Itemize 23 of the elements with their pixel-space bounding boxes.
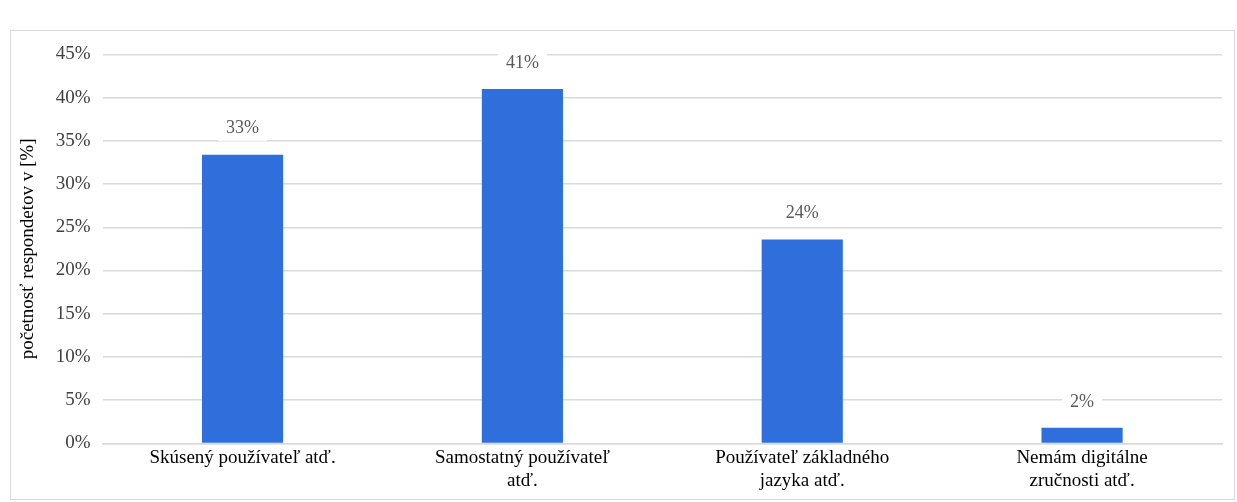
y-tick-label: 45%	[55, 42, 91, 64]
bar	[201, 154, 284, 443]
x-tick-label: Používateľ základného jazyka atď.	[715, 445, 890, 490]
bar	[761, 239, 843, 443]
x-tick-label: Skúsený používateľ atď.	[149, 445, 336, 467]
data-label: 41%	[505, 51, 539, 72]
y-tick-label: 15%	[55, 301, 91, 323]
y-tick-label: 5%	[65, 388, 91, 410]
y-tick-label: 10%	[55, 344, 91, 366]
x-tick-label: Nemám digitálne zručnosti atď.	[1016, 445, 1148, 490]
y-tick-label: 35%	[55, 128, 91, 150]
y-tick-label: 20%	[55, 258, 91, 280]
y-tick-label: 30%	[55, 172, 91, 194]
y-tick-label: 25%	[55, 215, 91, 237]
data-label: 33%	[226, 117, 260, 138]
data-label: 24%	[785, 202, 819, 223]
bar	[1041, 427, 1123, 443]
bar	[481, 88, 563, 443]
x-tick-label: Samostatný používateľ atď.	[434, 445, 611, 490]
data-label: 2%	[1070, 390, 1095, 411]
y-axis-title: početnosť respondetov v [%]	[16, 138, 38, 360]
y-tick-label: 40%	[55, 85, 91, 107]
y-tick-label: 0%	[65, 431, 91, 453]
